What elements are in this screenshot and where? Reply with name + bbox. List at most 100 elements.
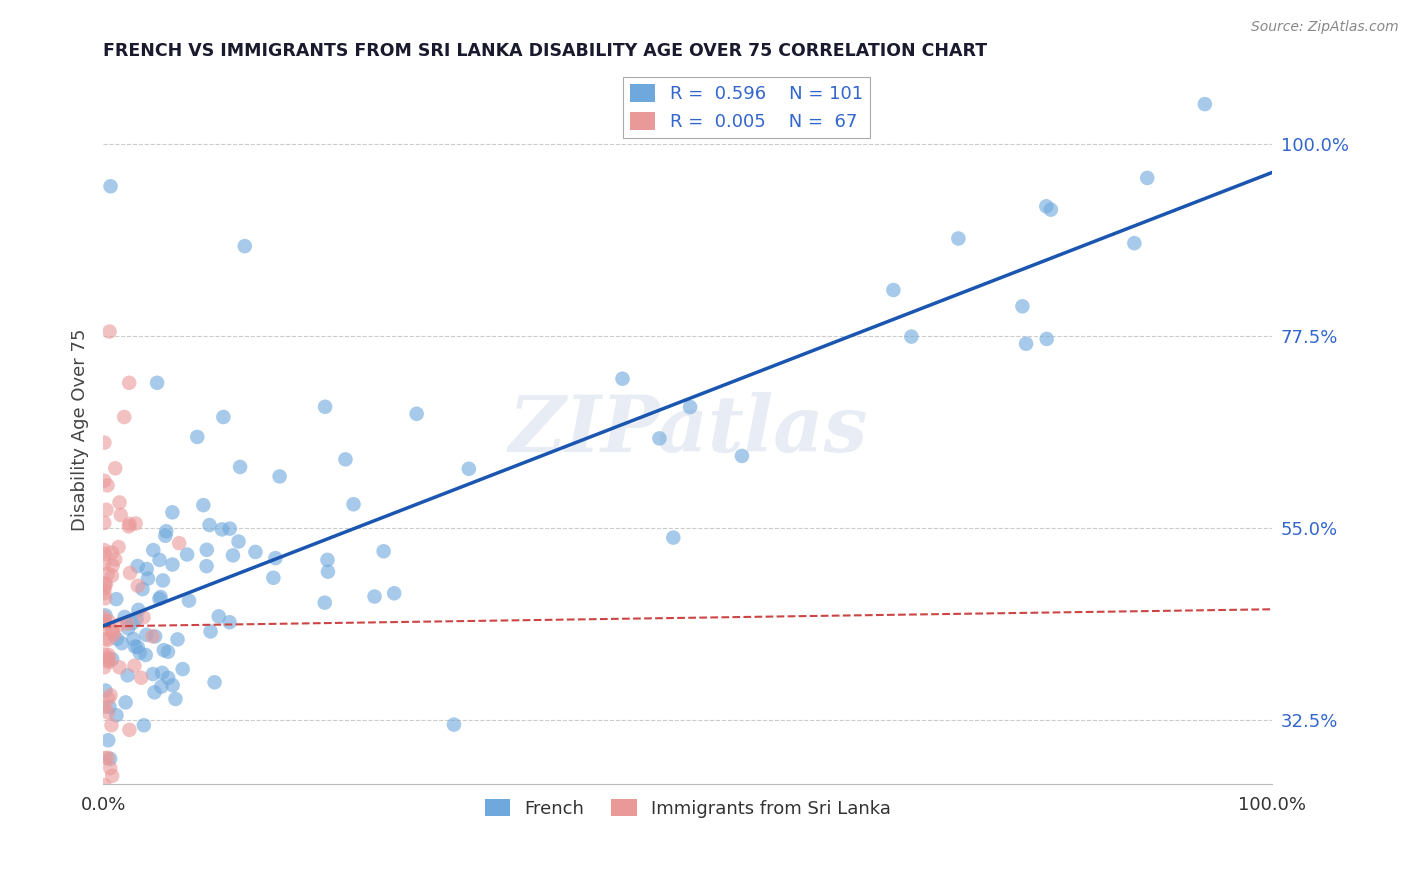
Point	[94, 608, 117, 623]
Point	[156, 645, 179, 659]
Point	[948, 231, 970, 245]
Point	[110, 508, 132, 522]
Point	[150, 665, 173, 680]
Point	[335, 452, 357, 467]
Point	[233, 239, 256, 253]
Text: Source: ZipAtlas.com: Source: ZipAtlas.com	[1251, 20, 1399, 34]
Point	[269, 469, 291, 483]
Point	[118, 795, 141, 809]
Point	[342, 497, 364, 511]
Point	[104, 552, 127, 566]
Point	[93, 586, 115, 600]
Point	[93, 660, 115, 674]
Point	[101, 652, 124, 666]
Point	[1035, 199, 1057, 213]
Point	[128, 646, 150, 660]
Point	[94, 751, 117, 765]
Point	[382, 586, 405, 600]
Point	[141, 629, 163, 643]
Point	[108, 617, 131, 632]
Point	[124, 516, 146, 531]
Point	[208, 609, 231, 624]
Point	[93, 699, 115, 714]
Point	[198, 518, 221, 533]
Point	[176, 548, 198, 562]
Point	[132, 718, 155, 732]
Point	[114, 695, 136, 709]
Point	[96, 502, 118, 516]
Point	[155, 529, 177, 543]
Point	[112, 409, 135, 424]
Point	[135, 628, 157, 642]
Point	[97, 751, 120, 765]
Point	[93, 778, 115, 792]
Point	[222, 549, 245, 563]
Point	[105, 592, 128, 607]
Point	[405, 407, 427, 421]
Point	[262, 571, 284, 585]
Point	[125, 612, 148, 626]
Point	[135, 648, 157, 662]
Point	[118, 516, 141, 531]
Point	[114, 610, 136, 624]
Point	[100, 179, 122, 194]
Point	[228, 534, 250, 549]
Point	[101, 624, 124, 638]
Point	[100, 718, 122, 732]
Point	[157, 671, 180, 685]
Point	[118, 519, 141, 533]
Point	[97, 632, 120, 647]
Point	[648, 431, 671, 445]
Y-axis label: Disability Age Over 75: Disability Age Over 75	[72, 328, 89, 531]
Point	[97, 566, 120, 581]
Point	[93, 557, 115, 571]
Point	[143, 629, 166, 643]
Point	[211, 523, 233, 537]
Point	[98, 325, 121, 339]
Point	[177, 593, 200, 607]
Point	[195, 559, 218, 574]
Point	[204, 675, 226, 690]
Point	[1011, 299, 1033, 313]
Point	[212, 409, 235, 424]
Point	[121, 615, 143, 630]
Point	[200, 624, 222, 639]
Point	[94, 616, 117, 631]
Point	[162, 558, 184, 572]
Point	[150, 680, 173, 694]
Point	[131, 582, 153, 596]
Point	[96, 478, 118, 492]
Point	[316, 565, 339, 579]
Point	[149, 590, 172, 604]
Point	[162, 678, 184, 692]
Point	[107, 792, 129, 806]
Point	[101, 625, 124, 640]
Point	[218, 522, 240, 536]
Point	[97, 733, 120, 747]
Point	[316, 553, 339, 567]
Point	[457, 462, 479, 476]
Point	[117, 621, 139, 635]
Point	[136, 572, 159, 586]
Point	[94, 576, 117, 591]
Point	[118, 376, 141, 390]
Point	[148, 553, 170, 567]
Point	[97, 706, 120, 720]
Point	[93, 622, 115, 636]
Point	[94, 683, 117, 698]
Point	[93, 516, 115, 530]
Point	[314, 400, 336, 414]
Point	[363, 590, 385, 604]
Point	[186, 430, 208, 444]
Point	[132, 610, 155, 624]
Point	[93, 648, 115, 662]
Legend: French, Immigrants from Sri Lanka: French, Immigrants from Sri Lanka	[478, 792, 898, 825]
Text: FRENCH VS IMMIGRANTS FROM SRI LANKA DISABILITY AGE OVER 75 CORRELATION CHART: FRENCH VS IMMIGRANTS FROM SRI LANKA DISA…	[103, 42, 987, 60]
Point	[142, 543, 165, 558]
Point	[117, 668, 139, 682]
Point	[127, 559, 149, 574]
Point	[101, 558, 124, 573]
Point	[118, 723, 141, 737]
Point	[98, 761, 121, 775]
Point	[662, 531, 685, 545]
